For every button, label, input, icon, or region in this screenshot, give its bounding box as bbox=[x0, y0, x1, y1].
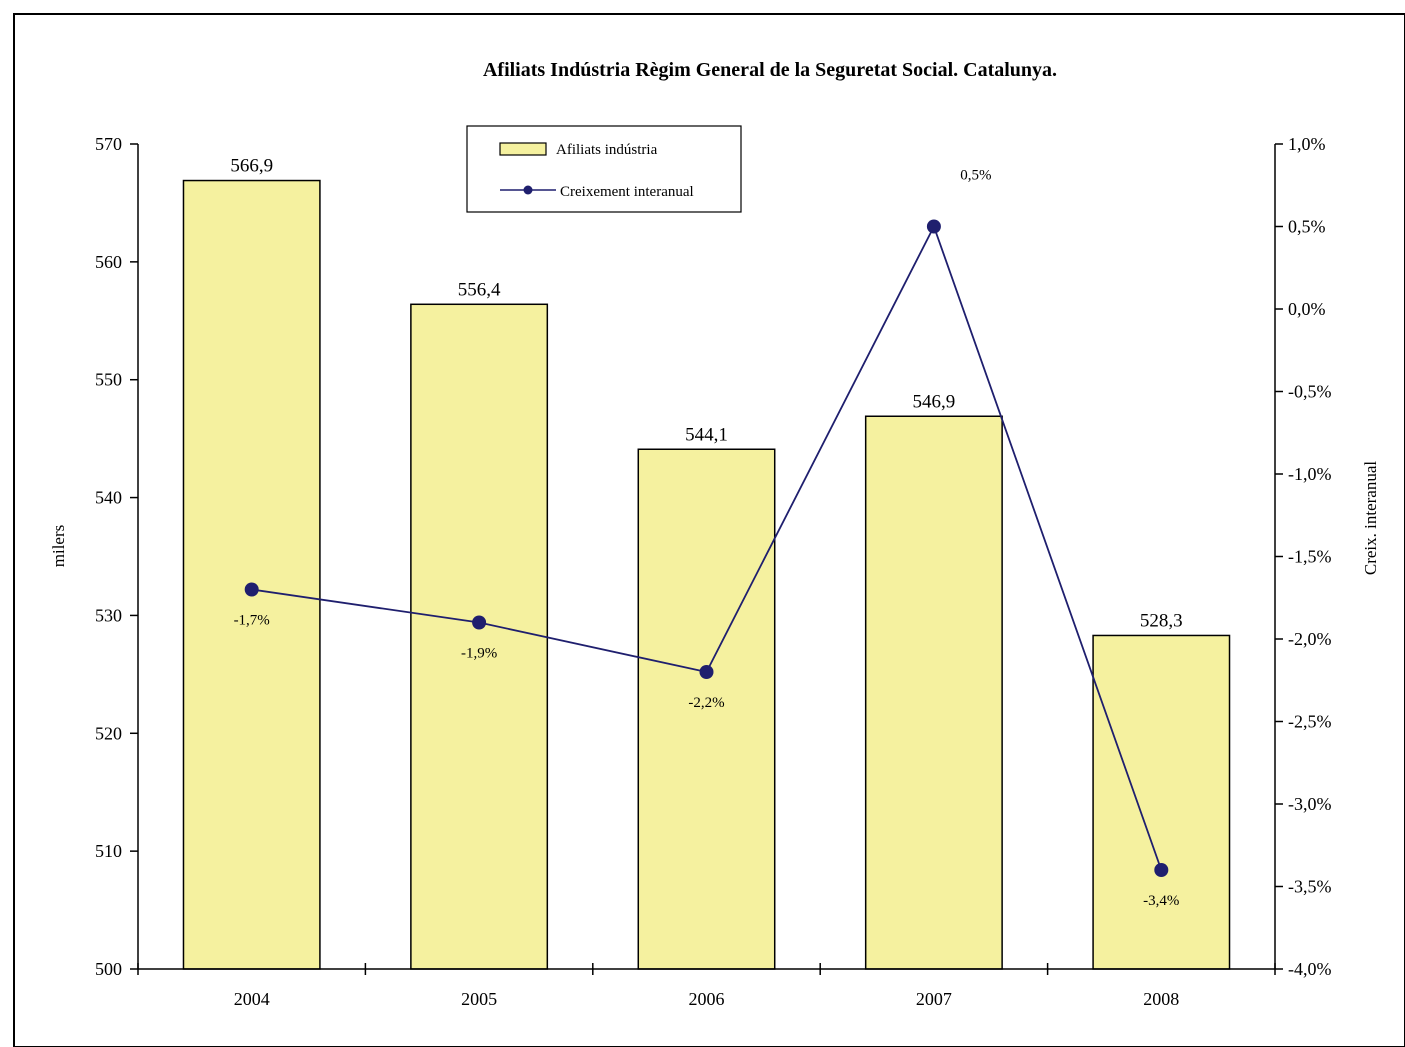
growth-point-2004 bbox=[244, 582, 259, 597]
bar-value-label: 528,3 bbox=[1140, 610, 1183, 631]
bars-layer: 566,9 556,4 544,1 546,9 528,3 bbox=[182, 156, 1231, 970]
bar-2004 bbox=[182, 179, 321, 970]
growth-value-label: -1,7% bbox=[234, 613, 270, 629]
y-axis-title: milers bbox=[49, 525, 68, 568]
growth-point-2008 bbox=[1154, 863, 1169, 877]
y2-tick-label: -1,0% bbox=[1288, 464, 1332, 484]
growth-point-2007 bbox=[926, 219, 941, 234]
legend: Afiliats indústria Creixement interanual bbox=[466, 125, 742, 213]
y-tick-label: 550 bbox=[95, 370, 122, 390]
growth-value-label: -1,9% bbox=[461, 646, 497, 662]
y-tick-label: 510 bbox=[95, 841, 122, 861]
y2-tick-label: 0,5% bbox=[1288, 217, 1326, 237]
growth-point-2005 bbox=[472, 615, 487, 630]
x-tick-label: 2007 bbox=[916, 989, 952, 1009]
y2-tick-label: -1,5% bbox=[1288, 547, 1332, 567]
y2-tick-label: 0,0% bbox=[1288, 299, 1326, 319]
bar-value-label: 566,9 bbox=[230, 156, 273, 177]
bar-2007 bbox=[864, 415, 1003, 970]
bar-value-label: 544,1 bbox=[685, 424, 728, 445]
bar-2005 bbox=[410, 303, 549, 970]
y2-tick-label: -2,0% bbox=[1288, 629, 1332, 649]
y2-tick-label: -2,5% bbox=[1288, 712, 1332, 732]
legend-line-label: Creixement interanual bbox=[560, 184, 694, 200]
y2-tick-label: -3,0% bbox=[1288, 794, 1332, 814]
x-tick-label: 2006 bbox=[689, 989, 725, 1009]
bar-value-label: 556,4 bbox=[458, 279, 501, 300]
legend-bar-swatch bbox=[499, 142, 547, 156]
x-tick-label: 2004 bbox=[234, 989, 270, 1009]
y-tick-label: 530 bbox=[95, 605, 122, 625]
bar-2008 bbox=[1092, 634, 1231, 970]
chart-title: Afiliats Indústria Règim General de la S… bbox=[483, 59, 1057, 81]
legend-bar-label: Afiliats indústria bbox=[556, 142, 658, 158]
bar-2006 bbox=[637, 448, 776, 970]
axes-layer: 500 510 520 530 540 550 560 570 -4,0% -3,5% -3,0% -… bbox=[95, 134, 1332, 1009]
y2-tick-label: 1,0% bbox=[1288, 134, 1326, 154]
legend-box bbox=[466, 125, 742, 213]
growth-point-2006 bbox=[699, 665, 714, 679]
y-tick-label: 570 bbox=[95, 134, 122, 154]
y-tick-label: 520 bbox=[95, 723, 122, 743]
growth-value-label: -2,2% bbox=[688, 695, 724, 711]
y2-tick-label: -3,5% bbox=[1288, 877, 1332, 897]
y-tick-label: 540 bbox=[95, 488, 122, 508]
x-tick-label: 2005 bbox=[461, 989, 497, 1009]
y2-tick-label: -4,0% bbox=[1288, 959, 1332, 979]
y-tick-label: 560 bbox=[95, 252, 122, 272]
y2-tick-label: -0,5% bbox=[1288, 382, 1332, 402]
bar-value-label: 546,9 bbox=[913, 391, 956, 412]
y-tick-label: 500 bbox=[95, 959, 122, 979]
line-layer: -1,7% -1,9% -2,2% 0,5% -3,4% bbox=[234, 168, 1180, 910]
x-tick-label: 2008 bbox=[1143, 989, 1179, 1009]
y2-axis-title: Creix. interanual bbox=[1361, 461, 1380, 576]
legend-line-marker bbox=[523, 185, 533, 195]
growth-value-label: -3,4% bbox=[1143, 893, 1179, 909]
growth-value-label: 0,5% bbox=[960, 168, 991, 184]
